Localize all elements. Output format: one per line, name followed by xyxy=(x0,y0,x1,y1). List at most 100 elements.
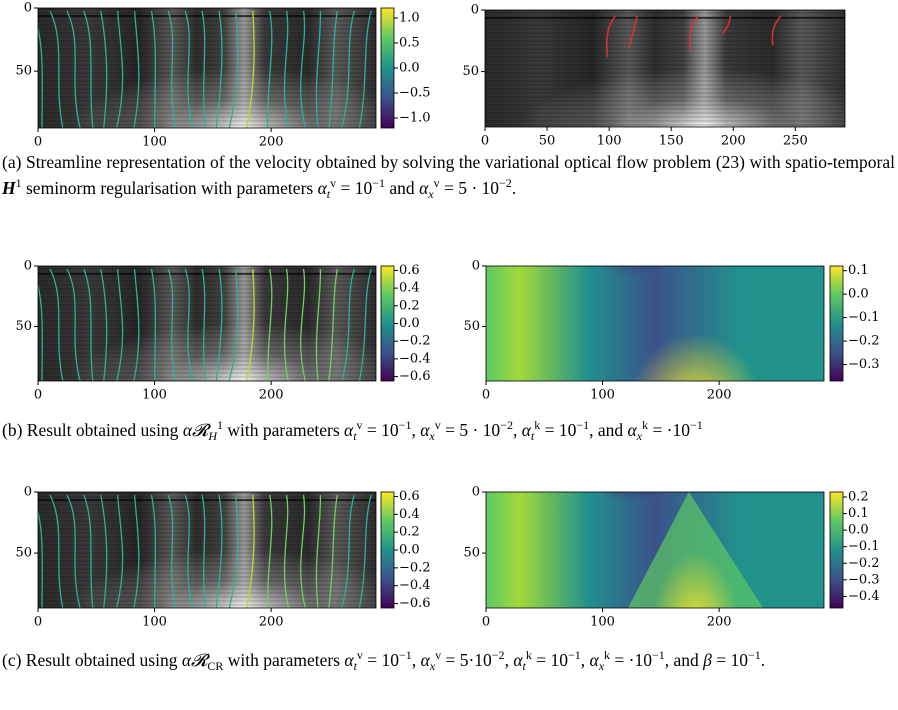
x-tick-label: 50 xyxy=(539,134,556,149)
caption-text: v xyxy=(356,418,363,432)
colorbar-tick-label: 0.6 xyxy=(399,263,420,278)
colorbar-tick-label: 0.6 xyxy=(399,489,420,504)
panel-image xyxy=(38,492,376,608)
field-high xyxy=(651,503,740,608)
caption-text: = ·10 xyxy=(610,650,652,670)
x-tick-label: 100 xyxy=(142,615,167,630)
streamline xyxy=(115,10,124,128)
streamline xyxy=(201,494,207,608)
caption-text: t xyxy=(522,659,526,673)
panel-image xyxy=(485,10,845,127)
streamline xyxy=(315,494,322,608)
caption-text: = 10 xyxy=(540,420,577,440)
caption-text: α xyxy=(419,178,429,198)
caption-text: α xyxy=(627,420,637,440)
caption-text: with parameters xyxy=(223,650,345,670)
caption-text: 1 xyxy=(217,418,224,432)
image-noise xyxy=(485,10,845,127)
colorbar-tick-label: −0.6 xyxy=(399,596,431,611)
caption-text: . xyxy=(760,650,766,670)
y-tick-label: 0 xyxy=(24,485,32,500)
streamline xyxy=(150,10,157,128)
colorbar-tick-label: −0.5 xyxy=(399,86,431,101)
image-frame xyxy=(37,265,377,382)
caption-text: α xyxy=(344,650,354,670)
y-tick-label: 0 xyxy=(472,259,480,274)
caption-text: α𝓡 xyxy=(181,650,208,670)
streamline xyxy=(66,494,81,608)
caption-text: −1 xyxy=(398,418,412,432)
panel-image xyxy=(38,266,376,381)
caption-text: H xyxy=(2,178,16,198)
colorbar-tick-label: 0.5 xyxy=(399,36,420,51)
streamline xyxy=(83,268,94,381)
trace xyxy=(722,15,732,34)
image-frame xyxy=(484,9,846,128)
x-tick-label: 200 xyxy=(259,388,284,403)
image-frame xyxy=(485,265,825,382)
y-tick-label: 50 xyxy=(15,64,32,79)
panel-image xyxy=(38,8,376,128)
caption-text: , and xyxy=(664,650,704,670)
caption-text: β xyxy=(703,650,712,670)
colorbar-tick-label: 0.4 xyxy=(399,281,420,296)
y-tick-label: 50 xyxy=(462,64,479,79)
streamline xyxy=(49,268,64,381)
caption-text: −1 xyxy=(372,176,386,190)
colorbar-tick-label: −0.3 xyxy=(848,357,880,372)
caption-text: (b) Result obtained using xyxy=(2,420,183,440)
caption-text: α𝓡 xyxy=(182,420,209,440)
colorbar-tick-label: 0.2 xyxy=(399,525,420,540)
y-tick-label: 0 xyxy=(472,485,480,500)
caption-text: α xyxy=(513,650,523,670)
colorbar-tick-label: −0.4 xyxy=(848,589,880,604)
caption-text: −1 xyxy=(399,648,412,662)
caption-text: −1 xyxy=(576,418,590,432)
streamline xyxy=(83,10,94,128)
colorbar-tick-label: 0.0 xyxy=(848,523,869,538)
panel-image xyxy=(486,266,824,381)
colorbar-tick-label: −0.6 xyxy=(399,369,431,384)
colorbar xyxy=(380,491,395,609)
streamline xyxy=(228,494,239,608)
colorbar xyxy=(380,7,395,129)
colorbar xyxy=(829,265,844,382)
caption-text: −1 xyxy=(690,418,703,432)
streamline xyxy=(201,10,207,128)
streamline xyxy=(133,494,140,608)
caption-text: = ·10 xyxy=(648,420,691,440)
x-tick-label: 250 xyxy=(783,134,808,149)
streamline xyxy=(341,10,355,128)
caption-text: α xyxy=(589,650,599,670)
streamline xyxy=(133,10,140,128)
caption-text: H xyxy=(208,429,218,443)
streamline xyxy=(184,494,194,608)
colorbar-tick-label: 0.0 xyxy=(399,61,420,76)
streamline xyxy=(358,10,372,128)
panel-image xyxy=(486,492,824,608)
caption-text: v xyxy=(433,176,440,190)
x-tick-label: 100 xyxy=(590,615,615,630)
caption-text: 1 xyxy=(15,176,22,190)
streamline xyxy=(167,268,177,381)
caption-text: = 10 xyxy=(362,650,400,670)
streamline xyxy=(283,10,289,128)
y-tick-label: 50 xyxy=(15,319,32,334)
streamline xyxy=(184,10,194,128)
trace xyxy=(628,15,638,48)
streamline xyxy=(266,494,273,608)
y-tick-label: 50 xyxy=(463,319,480,334)
streamline xyxy=(315,268,322,381)
colorbar-tick-label: 0.1 xyxy=(848,263,869,278)
y-tick-label: 50 xyxy=(463,546,480,561)
streamline xyxy=(328,10,338,128)
caption-text: , xyxy=(411,650,421,670)
x-tick-label: 100 xyxy=(142,388,167,403)
caption: (a) Streamline representation of the vel… xyxy=(2,152,895,205)
colorbar-tick-label: 0.0 xyxy=(399,543,420,558)
caption-text: α xyxy=(317,178,327,198)
x-tick-label: 200 xyxy=(707,615,732,630)
caption-text: = 10 xyxy=(711,650,748,670)
